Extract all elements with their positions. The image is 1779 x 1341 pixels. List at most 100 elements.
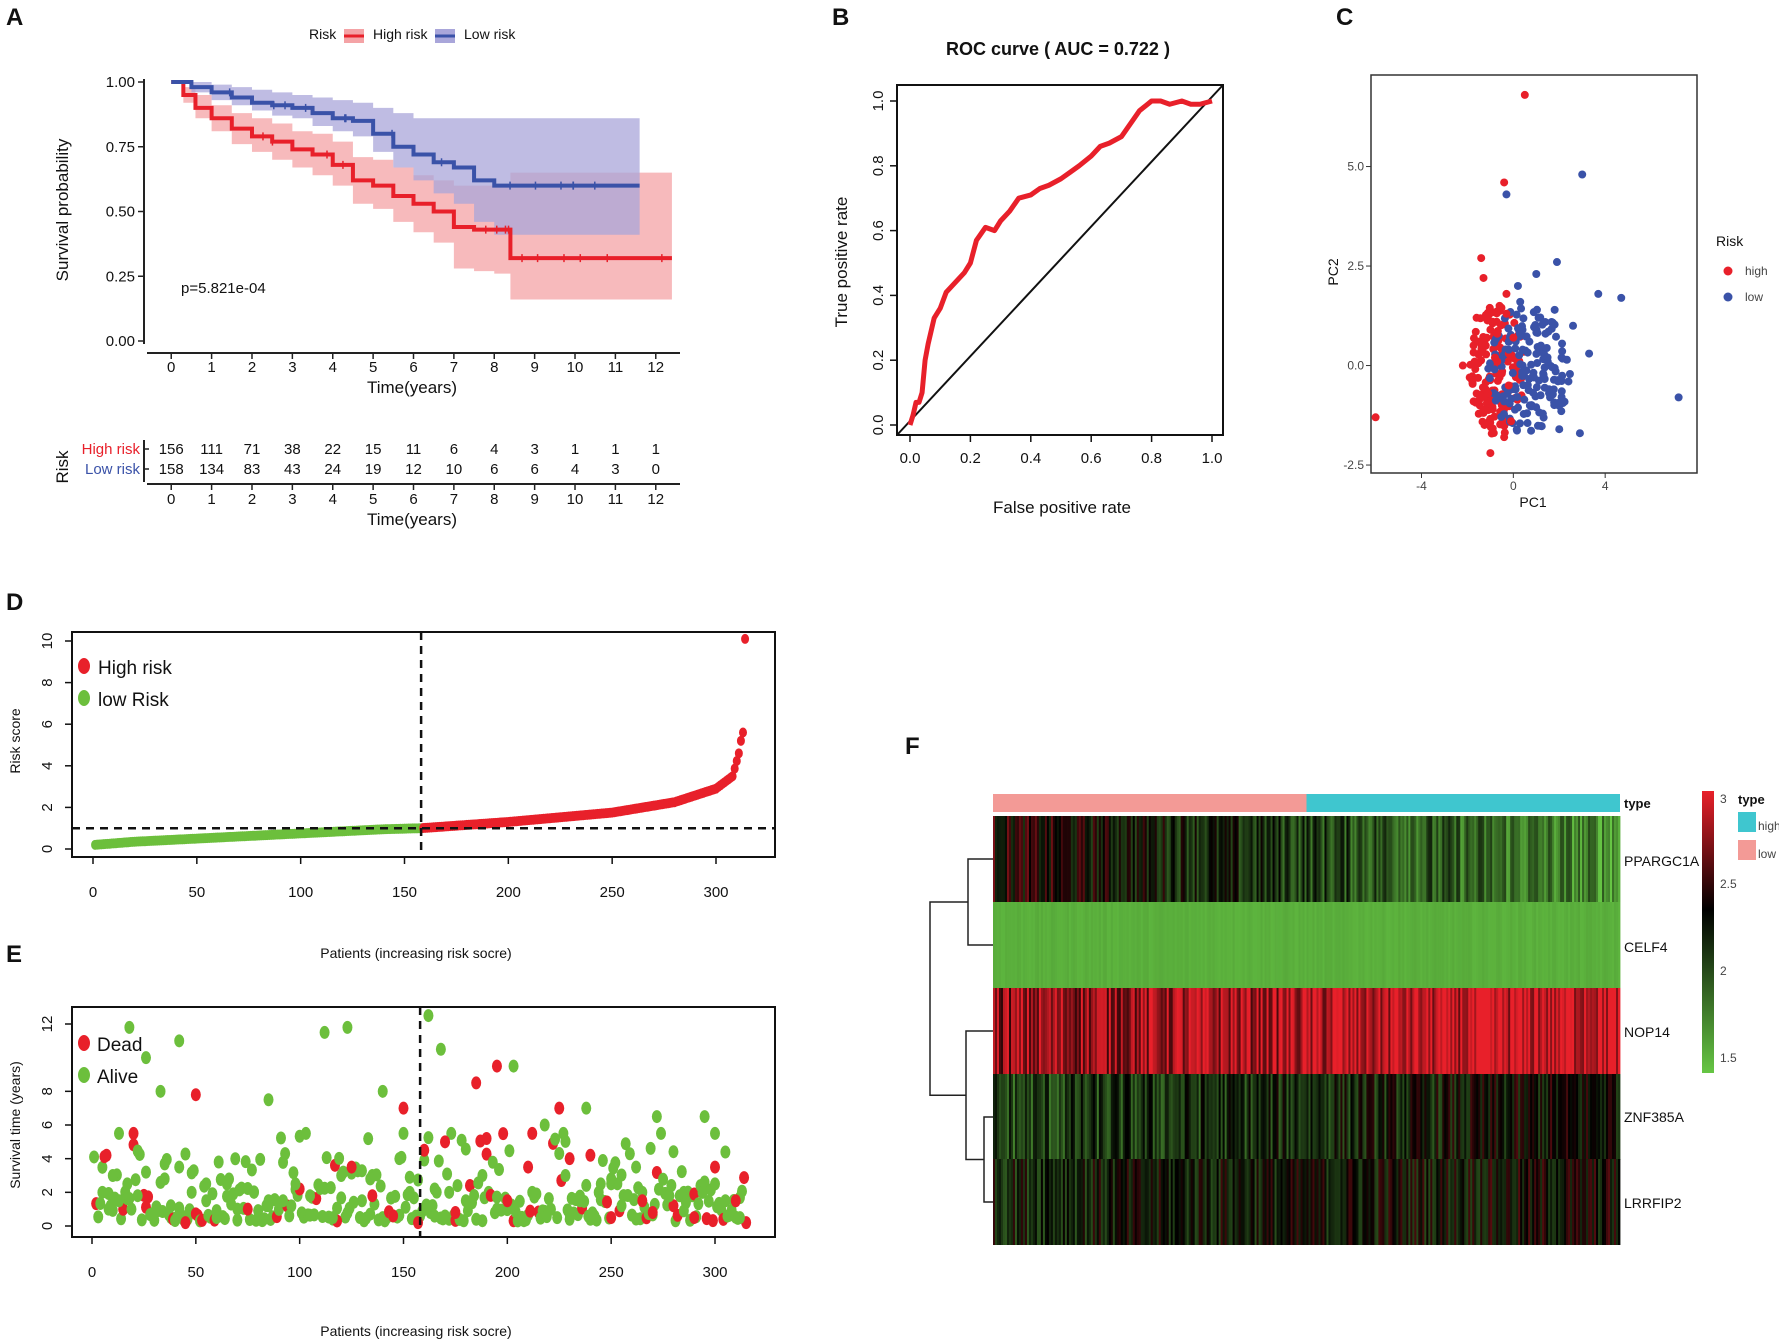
- surv-point-dead: [527, 1126, 538, 1140]
- heatmap-cell: [1500, 816, 1503, 902]
- surv-point-dead: [525, 1204, 536, 1218]
- heatmap-cell: [1074, 816, 1078, 902]
- surv-point-alive: [201, 1177, 212, 1191]
- heatmap-cell: [1332, 988, 1335, 1074]
- heatmap-cell: [1022, 1159, 1026, 1245]
- heatmap-cell: [1274, 1074, 1277, 1160]
- heatmap-cell: [1110, 988, 1114, 1074]
- surv-point-alive: [597, 1154, 608, 1168]
- heatmap-cell: [1468, 1074, 1471, 1160]
- risk-frame: [71, 631, 776, 858]
- heatmap-cell: [1252, 988, 1255, 1074]
- heatmap-cell: [1058, 902, 1062, 988]
- heatmap-legend-title: type: [1738, 792, 1765, 807]
- roc-plot: 0.0 0.2 0.4 0.6 0.8 1.00.00.20.40.60.81.0: [870, 84, 1224, 467]
- heatmap-cell: [1496, 988, 1499, 1074]
- heatmap-cell: [1546, 1074, 1549, 1160]
- heatmap-cell: [1302, 1074, 1305, 1160]
- heatmap-cell: [1194, 816, 1198, 902]
- heatmap-cell: [1398, 988, 1401, 1074]
- pca-point-low: [1585, 349, 1594, 358]
- pca-point-high: [1481, 341, 1490, 350]
- heatmap-cell: [1128, 1074, 1132, 1160]
- heatmap-cell: [1052, 902, 1056, 988]
- heatmap-cell: [1550, 1074, 1553, 1160]
- pca-point-high: [1470, 357, 1479, 366]
- heatmap-cell: [1112, 816, 1116, 902]
- heatmap-legend-low-label: low: [1758, 847, 1776, 861]
- surv-xtick-label: 100: [287, 1264, 312, 1281]
- heatmap-cell: [1218, 816, 1222, 902]
- heatmap-cell: [1528, 816, 1531, 902]
- heatmap-cell: [1378, 988, 1381, 1074]
- heatmap-cell: [1214, 1074, 1218, 1160]
- heatmap-cell: [1354, 988, 1357, 1074]
- heatmap-cell: [1318, 1159, 1321, 1245]
- heatmap-cell: [1092, 816, 1096, 902]
- roc-xlabel: False positive rate: [993, 498, 1131, 517]
- heatmap-cell: [1342, 1074, 1345, 1160]
- pca-point-low: [1558, 347, 1567, 356]
- surv-point-alive: [288, 1166, 299, 1180]
- pca-point-high: [1371, 413, 1380, 422]
- heatmap-cell: [1242, 1159, 1245, 1245]
- surv-point-alive: [232, 1213, 243, 1227]
- heatmap-cell: [1604, 816, 1607, 902]
- heatmap-cell: [1270, 902, 1273, 988]
- heatmap-cell: [1084, 816, 1088, 902]
- surv-point-alive: [664, 1189, 675, 1203]
- heatmap-cell: [1094, 816, 1098, 902]
- heatmap-cell: [1358, 902, 1361, 988]
- heatmap-cell: [1368, 1159, 1371, 1245]
- heatmap-cell: [1216, 902, 1220, 988]
- heatmap-cell: [1044, 988, 1048, 1074]
- heatmap-cell: [1498, 1074, 1501, 1160]
- heatmap-cell: [1312, 1074, 1315, 1160]
- heatmap-cell: [1002, 988, 1006, 1074]
- surv-point-alive: [188, 1164, 199, 1178]
- surv-point-alive: [365, 1172, 376, 1186]
- heatmap-cell: [1056, 816, 1060, 902]
- pca-point-low: [1484, 364, 1493, 373]
- surv-point-alive: [545, 1202, 556, 1216]
- heatmap-cell: [1352, 1159, 1355, 1245]
- heatmap-cell: [1314, 902, 1317, 988]
- heatmap-cell: [1570, 1159, 1573, 1245]
- heatmap-cell: [1476, 902, 1479, 988]
- heatmap-cell: [1278, 816, 1281, 902]
- heatmap-cell: [1596, 988, 1599, 1074]
- heatmap-cell: [1224, 988, 1228, 1074]
- heatmap-cell: [1262, 902, 1265, 988]
- heatmap-cell: [1596, 1159, 1599, 1245]
- heatmap-cell: [1358, 1159, 1361, 1245]
- heatmap-cell: [1570, 988, 1573, 1074]
- heatmap-cell: [1206, 902, 1210, 988]
- heatmap-cell: [1222, 1074, 1226, 1160]
- surv-point-alive: [527, 1185, 538, 1199]
- heatmap-cell: [1064, 816, 1068, 902]
- heatmap-cell: [1132, 1159, 1136, 1245]
- heatmap-cell: [1350, 1159, 1353, 1245]
- heatmap-cell: [1350, 988, 1353, 1074]
- heatmap-cell: [1384, 816, 1387, 902]
- surv-xtick-label: 200: [495, 1264, 520, 1281]
- heatmap-cell: [1484, 988, 1487, 1074]
- heatmap-cell: [1182, 816, 1186, 902]
- surv-point-alive: [433, 1154, 444, 1168]
- risk-table-cell: 11: [406, 441, 422, 458]
- heatmap-cell: [1008, 988, 1012, 1074]
- heatmap-cell: [1580, 816, 1583, 902]
- heatmap-cell: [1166, 988, 1170, 1074]
- heatmap-cell: [1008, 1074, 1012, 1160]
- heatmap-cell: [1012, 1159, 1016, 1245]
- heatmap-cell: [1446, 1074, 1449, 1160]
- heatmap-cell: [1234, 902, 1238, 988]
- heatmap-cell: [1256, 902, 1259, 988]
- heatmap-cell: [1344, 988, 1347, 1074]
- heatmap-cell: [1564, 1159, 1567, 1245]
- heatmap-cell: [1304, 988, 1307, 1074]
- surv-point-alive: [697, 1185, 708, 1199]
- heatmap-cell: [1344, 1074, 1347, 1160]
- risk-table-xtick-label: 5: [369, 491, 377, 508]
